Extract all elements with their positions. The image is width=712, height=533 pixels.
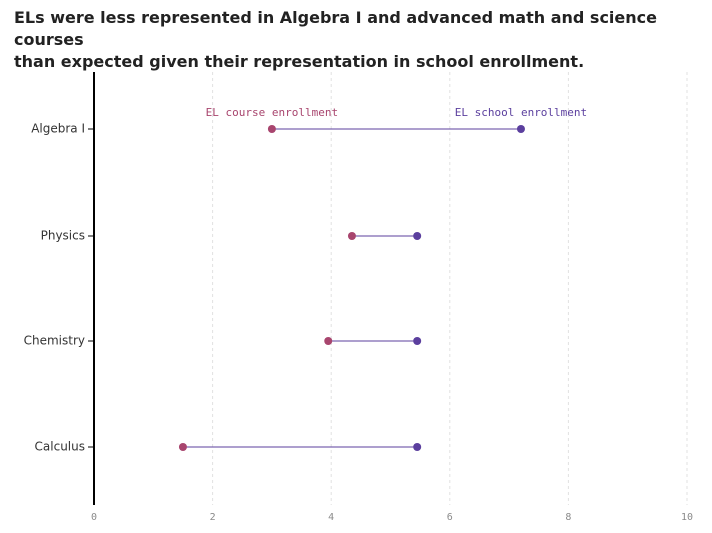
school-enrollment-point: [413, 337, 422, 345]
course-enrollment-point: [178, 443, 187, 451]
course-enrollment-point: [347, 232, 356, 240]
course-enrollment-point: [324, 337, 333, 345]
school-enrollment-point: [413, 443, 422, 451]
chart-title-line-1: ELs were less represented in Algebra I a…: [14, 8, 657, 49]
chart-title: ELs were less represented in Algebra I a…: [14, 7, 704, 73]
x-tick-label: 2: [210, 512, 216, 523]
series-annotation: EL school enrollment: [455, 106, 587, 119]
chart-title-line-2: than expected given their representation…: [14, 52, 585, 71]
x-tick-label: 0: [91, 512, 97, 523]
category-label: Algebra I: [31, 122, 85, 136]
category-label: Chemistry: [24, 334, 85, 348]
school-enrollment-point: [413, 232, 422, 240]
school-enrollment-point: [516, 125, 525, 133]
category-label: Calculus: [35, 440, 85, 454]
x-tick-label: 4: [328, 512, 334, 523]
series-annotation: EL course enrollment: [206, 106, 338, 119]
course-enrollment-point: [267, 125, 276, 133]
category-label: Physics: [41, 229, 85, 243]
x-tick-label: 6: [447, 512, 453, 523]
x-tick-label: 10: [681, 512, 693, 523]
x-tick-label: 8: [565, 512, 571, 523]
